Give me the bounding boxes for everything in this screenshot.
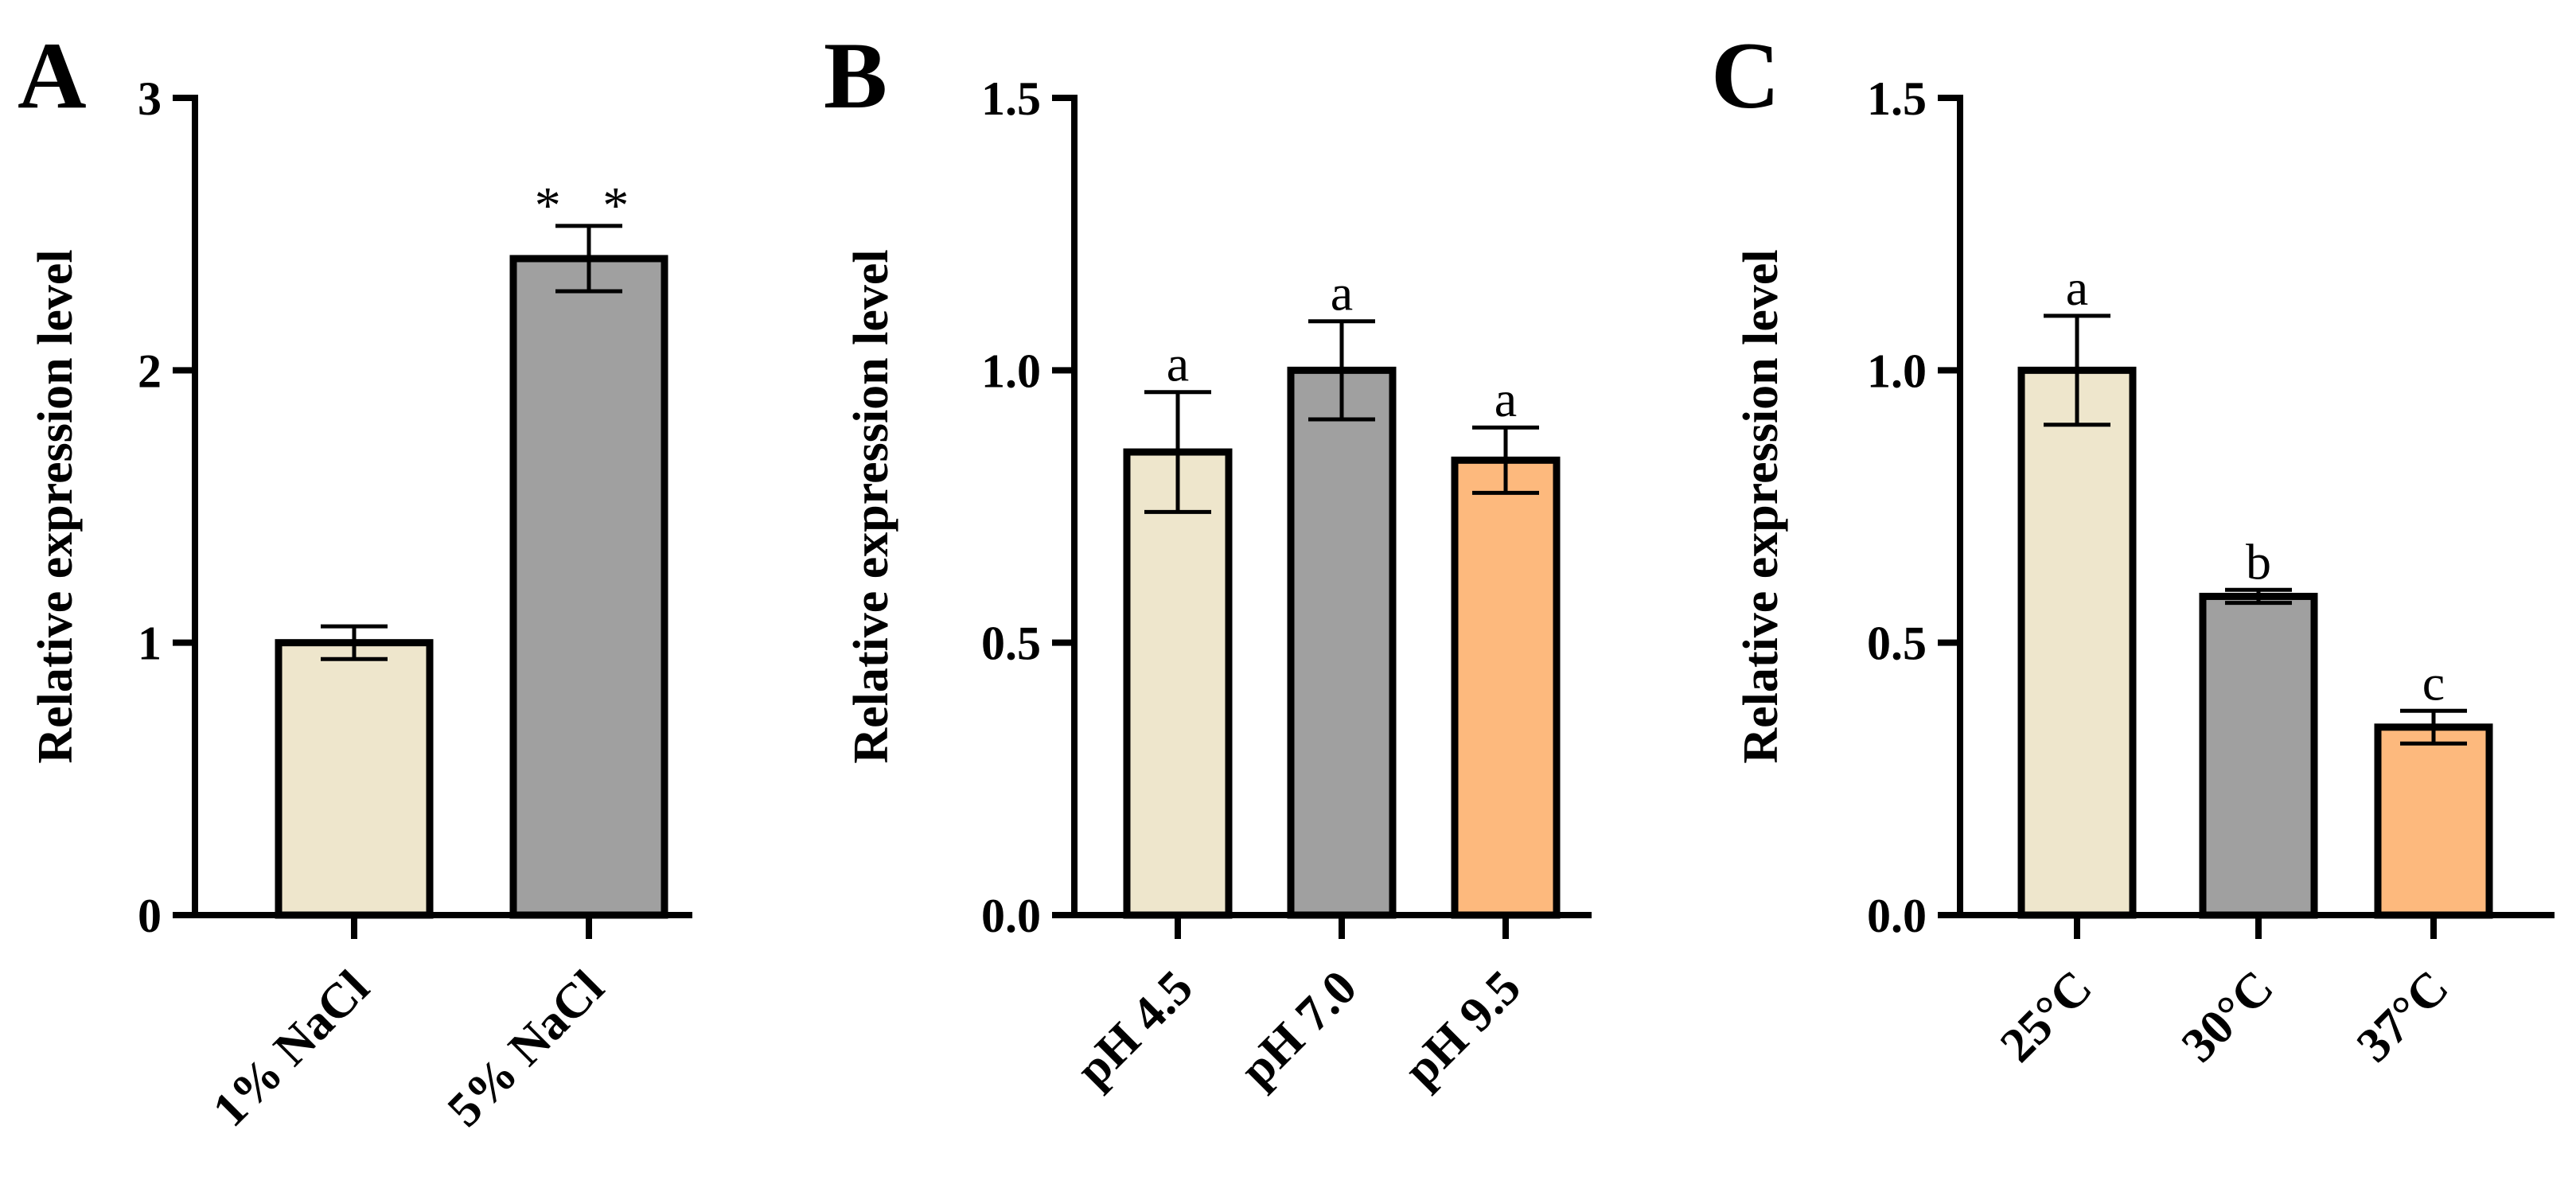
y-tick-label: 0.0: [981, 890, 1041, 942]
bar: [2017, 366, 2137, 919]
y-tick-label: 1.5: [1867, 72, 1927, 125]
panel-a: A Relative expression level 0 1 2 3 1% NaCl * *…: [18, 22, 692, 1137]
panel-letter: A: [18, 22, 87, 128]
panel-letter: C: [1711, 22, 1780, 128]
bar: [2199, 592, 2318, 919]
x-category-label: 1% NaCl: [203, 960, 380, 1137]
significance-label: b: [2246, 533, 2271, 590]
bar: [1287, 366, 1397, 919]
x-category-label: pH 4.5: [1066, 960, 1203, 1097]
significance-label: c: [2422, 654, 2445, 711]
bar: [1451, 456, 1561, 919]
panel-letter: B: [824, 22, 887, 128]
x-category-label: pH 7.0: [1230, 960, 1367, 1097]
bar: [2374, 723, 2493, 919]
y-axis-title: Relative expression level: [844, 249, 898, 763]
y-tick-label: 0.5: [981, 617, 1041, 670]
significance-label: a: [1331, 265, 1353, 321]
y-tick-label: 1: [138, 617, 162, 670]
significance-label: a: [2066, 259, 2088, 316]
x-category-label: 37°C: [2347, 960, 2459, 1073]
significance-label: a: [1167, 336, 1189, 392]
x-category-label: 5% NaCl: [438, 960, 614, 1137]
bar: [509, 255, 668, 919]
panel-c: C Relative expression level 0.0 0.5 1.0 1.5 a 2…: [1711, 22, 2555, 1073]
significance-label: a: [1495, 371, 1517, 427]
x-category-label: 25°C: [1990, 960, 2102, 1073]
x-category-label: pH 9.5: [1394, 960, 1531, 1097]
y-tick-label: 2: [138, 345, 162, 397]
y-tick-label: 3: [138, 72, 162, 125]
y-axis-title: Relative expression level: [1734, 249, 1788, 763]
y-tick-label: 1.0: [1867, 345, 1927, 397]
significance-label: * *: [535, 177, 644, 235]
y-tick-label: 1.5: [981, 72, 1041, 125]
y-tick-label: 1.0: [981, 345, 1041, 397]
panel-b: B Relative expression level 0.0 0.5 1.0 1.5 a p…: [824, 22, 1592, 1097]
x-category-label: 30°C: [2172, 960, 2284, 1073]
y-tick-label: 0.0: [1867, 890, 1927, 942]
bar: [1123, 448, 1233, 919]
bar: [275, 639, 434, 919]
y-tick-label: 0: [138, 890, 162, 942]
y-tick-label: 0.5: [1867, 617, 1927, 670]
y-axis-title: Relative expression level: [29, 249, 83, 763]
